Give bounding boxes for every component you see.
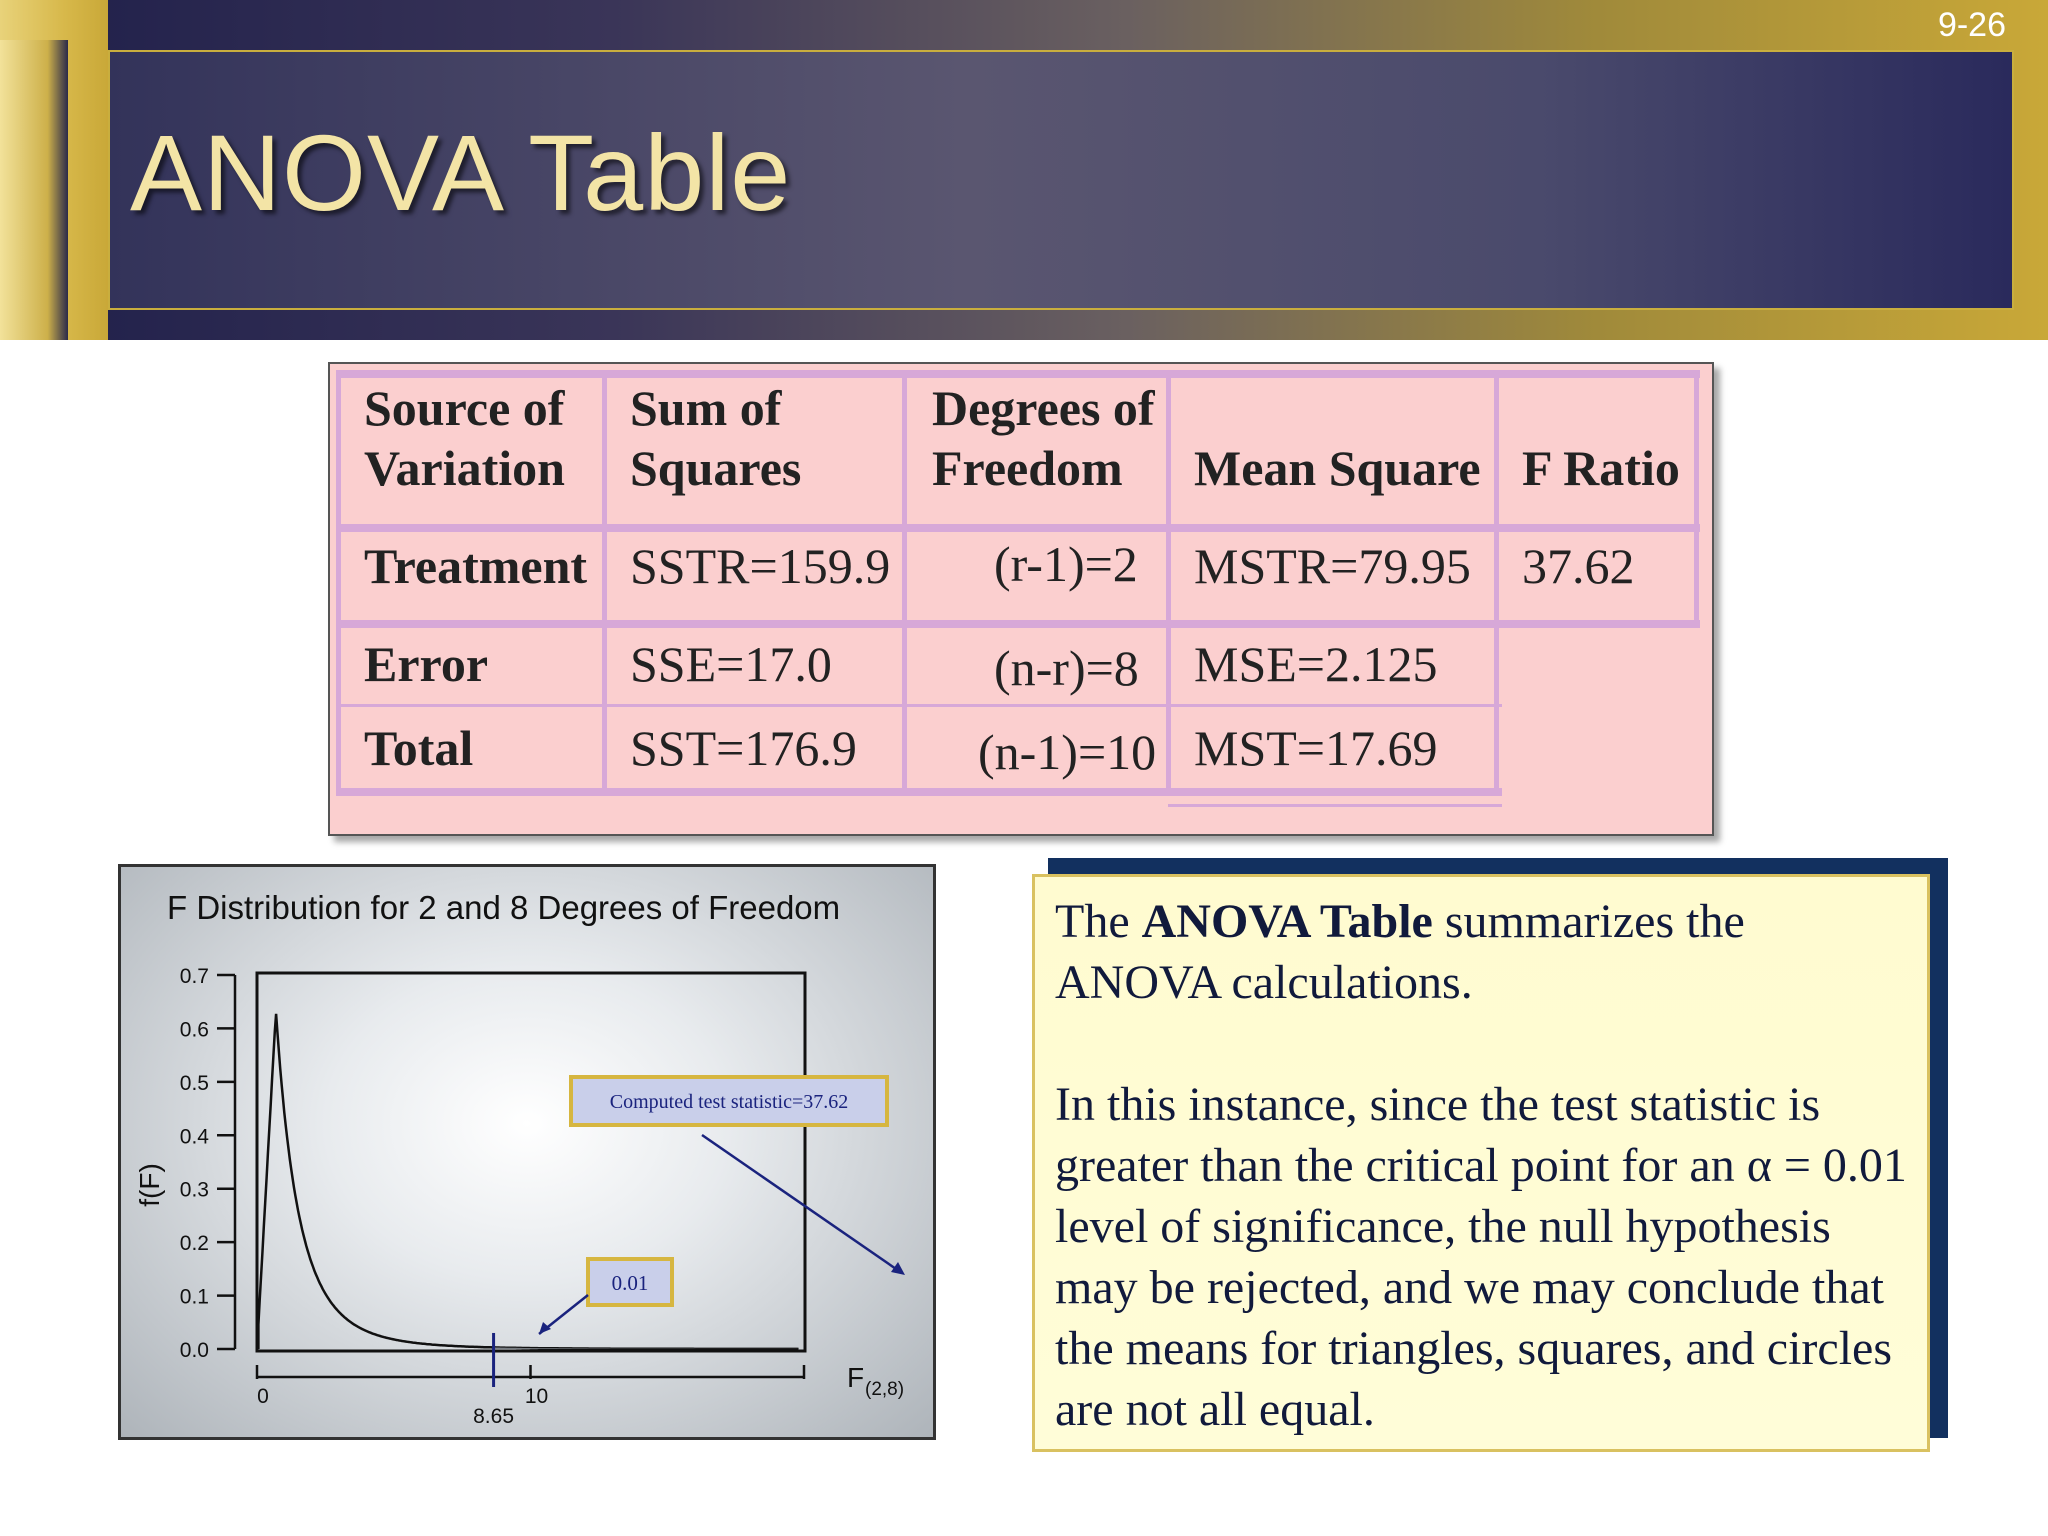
row-error-ms: MSE=2.125 bbox=[1194, 636, 1438, 692]
test-statistic-arrowhead bbox=[891, 1262, 905, 1275]
row-total-ss: SST=176.9 bbox=[630, 720, 857, 776]
row-treatment-source: Treatment bbox=[364, 538, 588, 594]
test-statistic-label: Computed test statistic=37.62 bbox=[610, 1091, 849, 1113]
row-treatment-f: 37.62 bbox=[1522, 538, 1635, 594]
slide-number: 9-26 bbox=[1937, 6, 2006, 44]
x-tick-label: 0 bbox=[257, 1385, 269, 1408]
row-total-df: (n-1)=10 bbox=[978, 724, 1157, 780]
table-border-bottom bbox=[336, 788, 1502, 796]
f-distribution-chart: F Distribution for 2 and 8 Degrees of Fr… bbox=[118, 864, 936, 1440]
table-col-line bbox=[1166, 370, 1171, 794]
chart-svg: F Distribution for 2 and 8 Degrees of Fr… bbox=[134, 889, 905, 1428]
y-tick-label: 0.5 bbox=[180, 1072, 209, 1095]
header-source-line2: Variation bbox=[364, 440, 565, 496]
y-axis-label: f(F) bbox=[134, 1163, 165, 1207]
f-density-curve bbox=[257, 1013, 799, 1351]
header-df-line1: Degrees of bbox=[932, 380, 1155, 436]
plot-frame bbox=[255, 971, 807, 1353]
y-tick-label: 0.3 bbox=[180, 1179, 209, 1202]
explanation-text: The bbox=[1055, 895, 1142, 948]
table-row-divider bbox=[336, 620, 1700, 628]
row-error-ss: SSE=17.0 bbox=[630, 636, 832, 692]
header-f-ratio: F Ratio bbox=[1522, 440, 1680, 496]
chart-title: F Distribution for 2 and 8 Degrees of Fr… bbox=[167, 889, 840, 926]
test-statistic-arrow bbox=[701, 1133, 900, 1273]
header-degrees-of-freedom: Degrees of Freedom bbox=[908, 378, 1155, 498]
y-tick-label: 0.4 bbox=[180, 1125, 210, 1148]
header-sum-of-squares: Sum of Squares bbox=[606, 378, 801, 498]
tail-area-box bbox=[586, 1257, 674, 1307]
explanation-box: The ANOVA Table summarizes the ANOVA cal… bbox=[1032, 874, 1930, 1452]
header-source: Source of Variation bbox=[340, 378, 565, 498]
explanation-text: summarizes the ANOVA calculations. bbox=[1055, 895, 1745, 1009]
y-tick-label: 0.6 bbox=[180, 1018, 209, 1041]
row-error-df: (n-r)=8 bbox=[994, 640, 1139, 696]
y-tick-label: 0.0 bbox=[180, 1339, 209, 1362]
row-error-source: Error bbox=[364, 636, 489, 692]
row-treatment-ss: SSTR=159.9 bbox=[630, 538, 891, 594]
x-tick-label: 10 bbox=[525, 1385, 548, 1408]
y-tick-label: 0.1 bbox=[180, 1286, 209, 1309]
rejection-region bbox=[493, 1347, 799, 1349]
explanation-bold-term: ANOVA Table bbox=[1141, 895, 1433, 948]
table-col-line bbox=[902, 370, 907, 794]
table-col-line bbox=[1694, 370, 1699, 626]
header-left-stripe-inner bbox=[0, 40, 68, 340]
x-axis-label: F bbox=[847, 1362, 864, 1393]
header-ss-line1: Sum of bbox=[630, 380, 782, 436]
table-row-divider bbox=[336, 704, 1502, 707]
table-border-bottom-extra bbox=[1168, 804, 1502, 807]
anova-table: Source of Variation Sum of Squares Degre… bbox=[328, 362, 1714, 836]
x-axis-label-subscript: (2,8) bbox=[865, 1379, 904, 1400]
header-df-line2: Freedom bbox=[932, 440, 1123, 496]
test-statistic-box bbox=[569, 1075, 889, 1127]
header-mean-square: Mean Square bbox=[1194, 440, 1481, 496]
explanation-paragraph-2: In this instance, since the test statist… bbox=[1055, 1078, 1907, 1436]
table-col-line bbox=[1494, 370, 1499, 794]
critical-value-label: 8.65 bbox=[473, 1405, 514, 1428]
row-treatment-df: (r-1)=2 bbox=[994, 536, 1138, 592]
title-panel bbox=[108, 50, 2014, 310]
table-header-divider bbox=[336, 524, 1700, 532]
y-tick-label: 0.2 bbox=[180, 1232, 209, 1255]
tail-area-label: 0.01 bbox=[612, 1271, 649, 1295]
paragraph-gap bbox=[1055, 1013, 1907, 1074]
header-source-line1: Source of bbox=[364, 380, 565, 436]
table-border-top bbox=[336, 370, 1700, 378]
row-treatment-ms: MSTR=79.95 bbox=[1194, 538, 1471, 594]
table-col-line bbox=[336, 370, 341, 794]
row-total-ms: MST=17.69 bbox=[1194, 720, 1438, 776]
slide-title: ANOVA Table bbox=[130, 112, 792, 233]
y-tick-label: 0.7 bbox=[180, 965, 209, 988]
tail-area-arrowhead bbox=[539, 1322, 551, 1334]
table-col-line bbox=[602, 370, 607, 794]
header-ss-line2: Squares bbox=[630, 440, 802, 496]
row-total-source: Total bbox=[364, 720, 474, 776]
explanation-paragraph-1: The ANOVA Table summarizes the ANOVA cal… bbox=[1055, 891, 1907, 1013]
